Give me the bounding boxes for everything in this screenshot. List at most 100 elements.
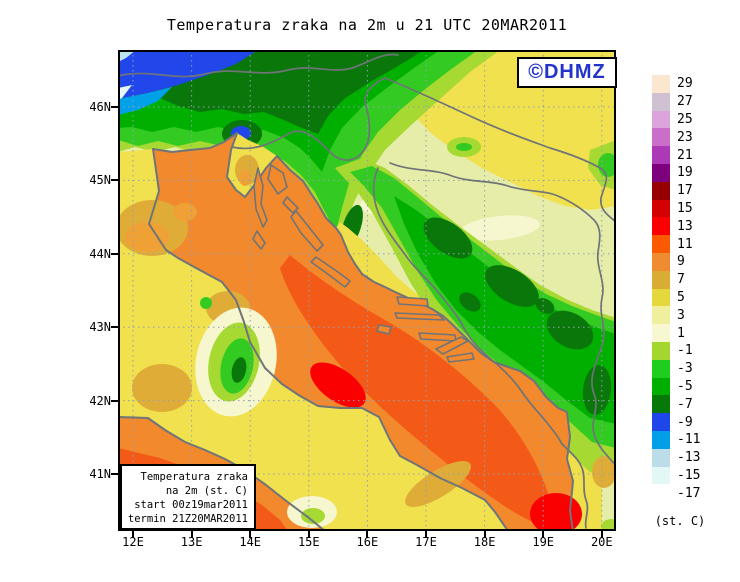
colorbar-value-label: 7 (677, 272, 685, 288)
colorbar-entry: -5 (652, 377, 700, 396)
colorbar-unit-label: (st. C) (654, 514, 706, 528)
colorbar-entry: 13 (652, 217, 700, 236)
colorbar-entry: 5 (652, 288, 700, 307)
colorbar-value-label: 1 (677, 325, 685, 341)
colorbar-swatch (652, 217, 670, 236)
colorbar-value-label: 3 (677, 307, 685, 323)
lon-tick-mark (190, 531, 193, 538)
colorbar-value-label: 21 (677, 147, 693, 163)
colorbar-entry: -3 (652, 359, 700, 378)
lat-tick-mark (111, 252, 118, 255)
region-italy (118, 149, 508, 531)
colorbar-swatch (652, 163, 670, 182)
info-line: Temperatura zraka (140, 471, 248, 483)
lon-tick-label: 18E (473, 535, 496, 549)
colorbar-entry: -11 (652, 430, 701, 449)
colorbar-entry: 29 (652, 75, 700, 93)
coastlines (118, 132, 574, 531)
lon-tick-label: 19E (532, 535, 555, 549)
colorbar-value-label: 17 (677, 183, 693, 199)
colorbar-value-label: 13 (677, 218, 693, 234)
lon-tick-mark (483, 531, 486, 538)
lon-tick-label: 20E (590, 535, 613, 549)
colorbar-entry: 17 (652, 181, 700, 200)
colorbar-swatch (652, 359, 670, 378)
lon-tick-label: 15E (297, 535, 320, 549)
colorbar-swatch (652, 75, 670, 93)
info-line: termin 21Z20MAR2011 (127, 513, 248, 525)
colorbar-value-label: -9 (677, 414, 693, 430)
colorbar-value-label: -15 (677, 467, 701, 483)
colorbar-swatch (652, 306, 670, 325)
lat-tick-label: 45N (89, 173, 111, 188)
colorbar-entry: -17 (652, 484, 700, 502)
colorbar-entry: 3 (652, 306, 700, 325)
colorbar-entry: 11 (652, 235, 700, 253)
info-line: start 00z19mar2011 (134, 499, 248, 511)
lat-tick-mark (111, 326, 118, 329)
colorbar-entry: 25 (652, 110, 700, 129)
forecast-info-box: Temperatura zraka na 2m (st. C) start 00… (120, 464, 256, 530)
colorbar-entry: -9 (652, 413, 700, 431)
lon-tick-mark (249, 531, 252, 538)
colorbar-entry: 7 (652, 270, 700, 289)
lon-tick-mark (307, 531, 310, 538)
colorbar-swatch (652, 270, 670, 289)
map-frame (118, 50, 616, 531)
colorbar-swatch (652, 199, 670, 218)
colorbar-swatch (652, 235, 670, 253)
colorbar-value-label: 9 (677, 254, 685, 270)
lat-tick-mark (111, 473, 118, 475)
colorbar-value-label: 25 (677, 111, 693, 127)
colorbar-value-label: -13 (677, 450, 701, 466)
lat-tick-label: 42N (89, 393, 111, 408)
colorbar-entry: -15 (652, 466, 701, 485)
islands (252, 164, 475, 363)
lon-tick-label: 14E (239, 535, 262, 549)
colorbar-entry: 23 (652, 128, 700, 147)
gridlines (118, 50, 616, 531)
lon-tick-mark (600, 531, 603, 538)
colorbar-entry: -13 (652, 448, 701, 467)
colorbar-value-label: 19 (677, 165, 693, 181)
colorbar-value-label: 29 (677, 76, 693, 92)
colorbar-swatch (652, 341, 670, 360)
colorbar-swatch (652, 288, 670, 307)
region-alps-cold-blue (118, 50, 258, 99)
colorbar-swatch (652, 377, 670, 396)
colorbar-entry: 19 (652, 163, 700, 182)
colorbar-value-label: 5 (677, 289, 685, 305)
colorbar-swatch (652, 484, 670, 502)
colorbar-entry: 27 (652, 92, 700, 111)
lat-tick-label: 44N (89, 246, 111, 261)
lat-tick-label: 41N (89, 467, 111, 481)
lon-tick-mark (366, 531, 369, 538)
lon-tick-label: 13E (180, 535, 203, 549)
colorbar-swatch (652, 395, 670, 414)
lat-tick-mark (111, 106, 118, 108)
colorbar-value-label: 23 (677, 129, 693, 145)
colorbar-swatch (652, 110, 670, 129)
colorbar-value-label: -11 (677, 432, 701, 448)
lat-tick-label: 46N (89, 100, 111, 114)
colorbar-value-label: -3 (677, 361, 693, 377)
colorbar-swatch (652, 92, 670, 111)
lon-tick-label: 12E (122, 535, 144, 549)
colorbar-value-label: 27 (677, 94, 693, 110)
colorbar-swatch (652, 324, 670, 342)
colorbar-value-label: 11 (677, 236, 693, 252)
colorbar-swatch (652, 466, 670, 485)
colorbar-swatch (652, 413, 670, 431)
colorbar-swatch (652, 430, 670, 449)
colorbar-swatch (652, 146, 670, 164)
colorbar-entry: -7 (652, 395, 700, 414)
lon-tick-mark (132, 531, 134, 538)
colorbar-swatch (652, 181, 670, 200)
temperature-map (118, 50, 616, 531)
colorbar-swatch (652, 252, 670, 271)
info-line: na 2m (st. C) (165, 485, 248, 497)
colorbar-entry: 15 (652, 199, 700, 218)
colorbar: 29 27 25 23 21 19 17 15 13 11 9 7 5 3 1 -1 -3 -5 -7 -9 -11 -1… (652, 75, 700, 502)
lon-tick-mark (542, 531, 545, 538)
